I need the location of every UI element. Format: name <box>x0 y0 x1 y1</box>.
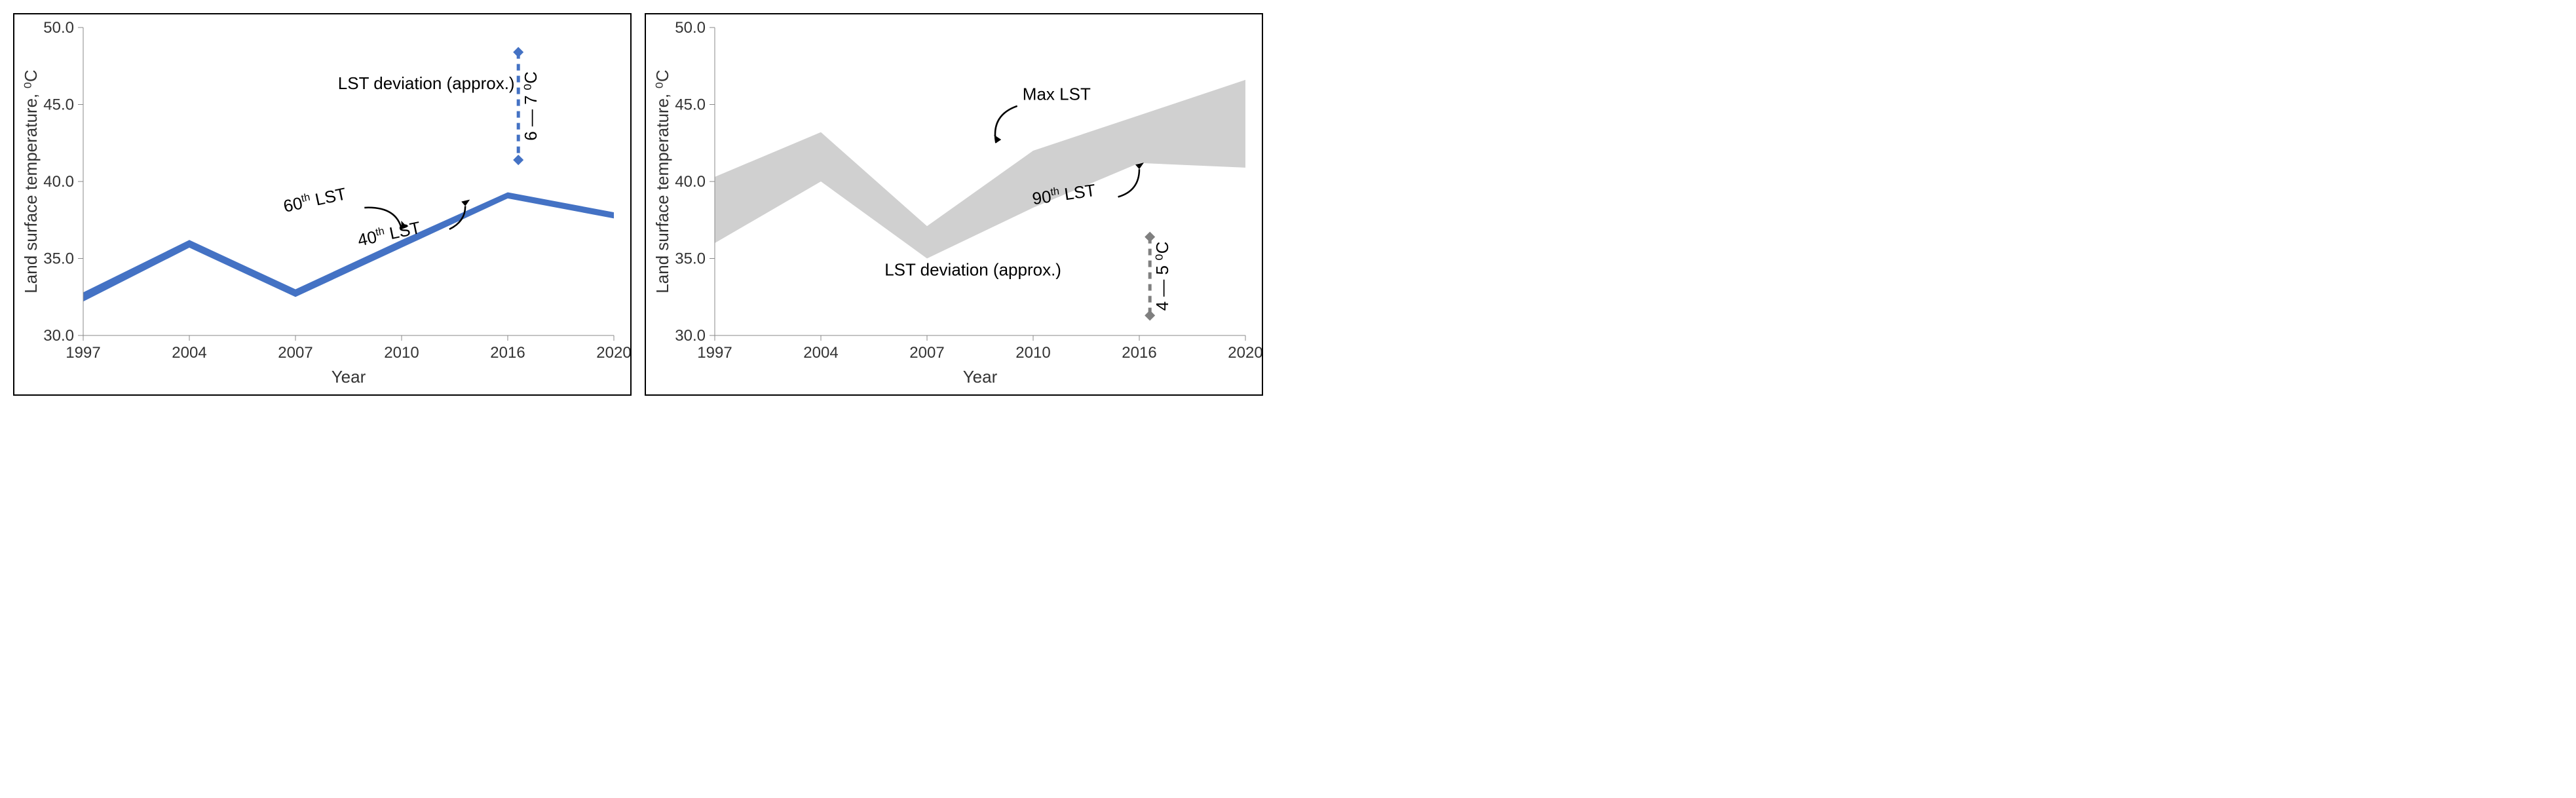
arrow-curve <box>995 106 1017 143</box>
area-band <box>83 192 614 301</box>
deviation-value-label: 4 — 5 ⁰C <box>1152 242 1172 311</box>
left-chart-svg: 30.0 35.0 40.0 45.0 50.0 1997 2004 2007 2010 2016… <box>14 14 630 394</box>
y-axis-title: Land surface temperature, ⁰C <box>653 69 672 293</box>
y-tick-label: 30.0 <box>675 327 706 345</box>
y-tick-label: 40.0 <box>675 173 706 191</box>
x-tick-label: 2007 <box>909 344 944 362</box>
y-tick-label: 35.0 <box>675 250 706 268</box>
series-upper-label: 60th LST <box>282 183 348 216</box>
x-tick-label: 2007 <box>278 344 313 362</box>
x-axis-title: Year <box>963 367 998 387</box>
x-tick-label: 2004 <box>803 344 838 362</box>
right-panel: 30.0 35.0 40.0 45.0 50.0 1997 2004 2007 2010 2016… <box>645 13 1263 396</box>
series-lower-label: 40th LST <box>356 218 422 250</box>
x-tick-label: 2010 <box>384 344 419 362</box>
diamond-icon <box>513 47 523 58</box>
deviation-value-label: 6 — 7 ⁰C <box>521 71 540 141</box>
series-upper-label: Max LST <box>1023 84 1091 104</box>
arrow-curve <box>1118 169 1139 197</box>
x-tick-label: 2004 <box>172 344 206 362</box>
x-tick-label: 2020 <box>596 344 630 362</box>
y-tick-label: 35.0 <box>43 250 74 268</box>
y-tick-label: 50.0 <box>675 19 706 37</box>
y-tick-label: 40.0 <box>43 173 74 191</box>
y-tick-label: 45.0 <box>675 96 706 114</box>
arrowhead-icon <box>991 135 1002 145</box>
x-tick-label: 1997 <box>66 344 100 362</box>
deviation-label: LST deviation (approx.) <box>884 259 1061 279</box>
y-tick-label: 45.0 <box>43 96 74 114</box>
diamond-icon <box>1145 232 1155 242</box>
y-axis-title: Land surface temperature, ⁰C <box>21 69 41 293</box>
diamond-icon <box>513 155 523 165</box>
deviation-label: LST deviation (approx.) <box>338 73 515 93</box>
arrowhead-icon <box>461 200 470 206</box>
x-tick-label: 2010 <box>1015 344 1050 362</box>
y-tick-label: 50.0 <box>43 19 74 37</box>
y-tick-label: 30.0 <box>43 327 74 345</box>
x-tick-label: 1997 <box>697 344 732 362</box>
x-axis-title: Year <box>331 367 366 387</box>
x-tick-label: 2016 <box>1122 344 1156 362</box>
left-panel: 30.0 35.0 40.0 45.0 50.0 1997 2004 2007 2010 2016… <box>13 13 632 396</box>
diamond-icon <box>1145 310 1155 320</box>
right-chart-svg: 30.0 35.0 40.0 45.0 50.0 1997 2004 2007 2010 2016… <box>646 14 1262 394</box>
area-band <box>715 80 1245 259</box>
x-tick-label: 2016 <box>490 344 525 362</box>
x-tick-label: 2020 <box>1228 344 1262 362</box>
